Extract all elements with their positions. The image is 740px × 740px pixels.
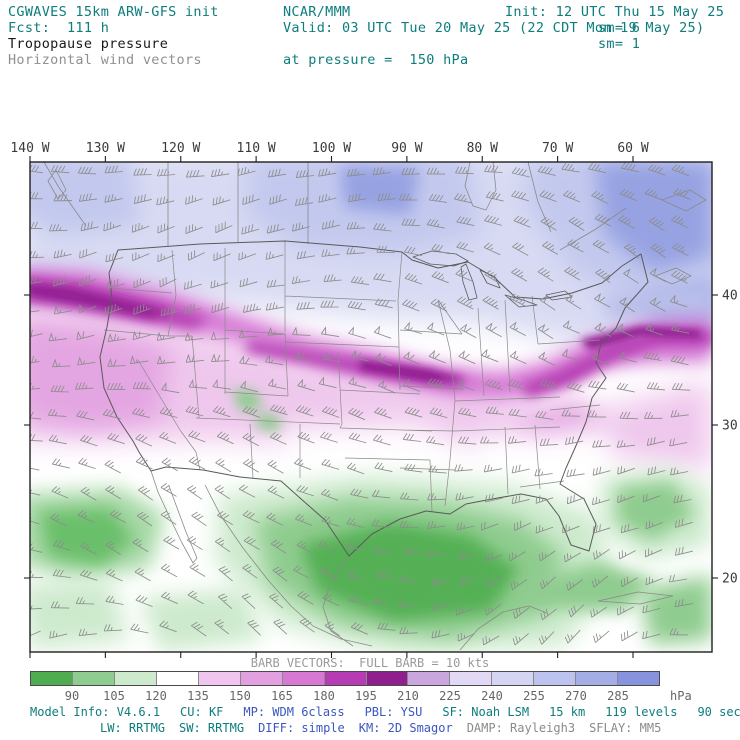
colorbar-cell <box>366 672 409 685</box>
svg-text:30 N: 30 N <box>722 419 740 434</box>
contour-fill-layer <box>30 162 712 652</box>
svg-text:70 W: 70 W <box>542 141 573 156</box>
footer-item: SFLAY: MM5 <box>589 721 662 735</box>
svg-text:120 W: 120 W <box>161 141 200 156</box>
canada-borders <box>43 162 707 285</box>
svg-text:20 N: 20 N <box>722 572 740 587</box>
state-borders <box>103 241 601 513</box>
footer-item: 15 km <box>549 705 586 719</box>
colorbar-tick-label: 150 <box>229 689 251 703</box>
colorbar-cell <box>534 672 577 685</box>
colorbar-tick-label: 165 <box>271 689 293 703</box>
footer-item: SW: RRTMG <box>179 721 245 735</box>
colorbar-tick-label: 225 <box>439 689 461 703</box>
field-title: Tropopause pressure <box>8 36 169 52</box>
svg-text:100 W: 100 W <box>312 141 351 156</box>
colorbar-tick-label: 195 <box>355 689 377 703</box>
svg-text:40 N: 40 N <box>722 289 740 304</box>
footer-item: 119 levels <box>605 705 678 719</box>
colorbar-cell <box>31 672 73 685</box>
forecast-hour: Fcst: 111 h <box>8 20 110 36</box>
colorbar-cell <box>240 672 283 685</box>
smoothing-bottom: sm= 1 <box>598 36 641 52</box>
level-label: at pressure = 150 hPa <box>283 52 469 68</box>
model-title: CGWAVES 15km ARW-GFS init <box>8 4 219 20</box>
init-time: Init: 12 UTC Thu 15 May 25 <box>505 4 725 20</box>
footer-item: DIFF: simple <box>258 721 345 735</box>
colorbar-cell <box>282 672 325 685</box>
center-name: NCAR/MMM <box>283 4 351 20</box>
colorbar-tick-label: 120 <box>145 689 167 703</box>
colorbar-tick-label: 285 <box>607 689 629 703</box>
colorbar-cell <box>408 672 451 685</box>
svg-text:80 W: 80 W <box>467 141 498 156</box>
footer-item: KM: 2D Smagor <box>358 721 453 735</box>
footer-line-2: LW: RRTMG SW: RRTMG DIFF: simple KM: 2D Sma… <box>100 721 661 735</box>
colorbar-cell <box>198 672 241 685</box>
svg-text:110 W: 110 W <box>237 141 276 156</box>
colorbar-unit-label: hPa <box>670 689 692 703</box>
footer-item: 90 sec <box>697 705 740 719</box>
colorbar-cell <box>576 672 619 685</box>
colorbar-tick-label: 270 <box>565 689 587 703</box>
colorbar-cell <box>324 672 367 685</box>
svg-text:130 W: 130 W <box>86 141 125 156</box>
colorbar-tick-label: 135 <box>187 689 209 703</box>
footer-item: LW: RRTMG <box>100 721 166 735</box>
map-frame <box>29 161 713 653</box>
colorbar-cell <box>72 672 115 685</box>
colorbar-tick-label: 255 <box>523 689 545 703</box>
great-lakes <box>412 250 573 308</box>
axis-ticks-and-labels: 140 W 130 W 120 W 110 W 100 W 90 W 80 W 70 W 60 … <box>10 141 740 658</box>
footer-item: MP: WDM 6class <box>243 705 345 719</box>
footer-item: PBL: YSU <box>364 705 423 719</box>
footer-item: SF: Noah LSM <box>442 705 530 719</box>
valid-time: Valid: 03 UTC Tue 20 May 25 (22 CDT Mon … <box>283 20 705 36</box>
colorbar-tick-label: 180 <box>313 689 335 703</box>
wind-barbs <box>30 162 693 646</box>
us-outline <box>99 240 649 557</box>
colorbar-tick-label: 210 <box>397 689 419 703</box>
svg-text:60 W: 60 W <box>617 141 648 156</box>
wind-barb-layer <box>30 162 693 646</box>
svg-text:140 W: 140 W <box>10 141 49 156</box>
colorbar-cell <box>618 672 660 685</box>
colorbar-cell <box>492 672 535 685</box>
colorbar <box>30 671 660 686</box>
svg-text:90 W: 90 W <box>391 141 422 156</box>
colorbar-cell <box>156 672 199 685</box>
colorbar-tick-label: 90 <box>64 689 80 703</box>
footer-line-1: Model Info: V4.6.1 CU: KF MP: WDM 6class PB… <box>30 705 740 719</box>
barb-legend-caption: BARB VECTORS: FULL BARB = 10 kts <box>250 656 490 670</box>
colorbar-tick-label: 105 <box>103 689 125 703</box>
field-subtitle: Horizontal wind vectors <box>8 52 202 68</box>
colorbar-tick-label: 240 <box>481 689 503 703</box>
smoothing-top: sm= 6 <box>598 20 641 36</box>
footer-item: Model Info: V4.6.1 <box>30 705 161 719</box>
colorbar-cell <box>114 672 157 685</box>
footer-item: DAMP: Rayleigh3 <box>466 721 576 735</box>
footer-item: CU: KF <box>180 705 224 719</box>
colorbar-cell <box>450 672 493 685</box>
basemap-layer <box>43 162 707 651</box>
mexico-coastlines <box>150 470 674 651</box>
